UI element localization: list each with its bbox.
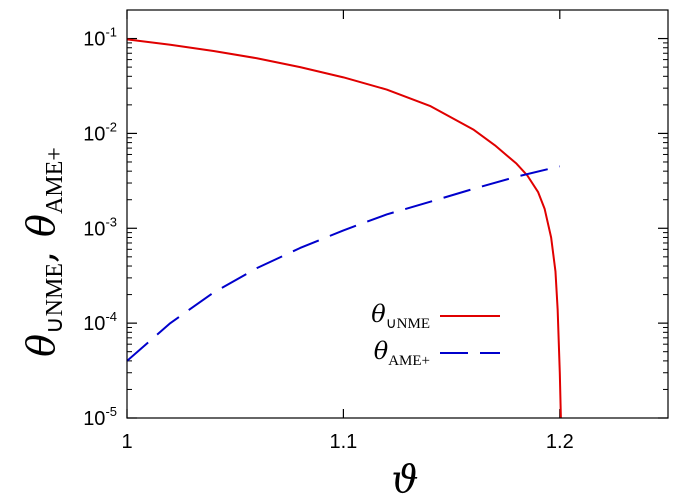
y-tick-label-base-4: 10	[83, 408, 105, 430]
x-axis-title: ϑ	[391, 457, 418, 498]
legend-label-ame: θAME+	[374, 337, 430, 369]
y-tick-label-2: 10-3	[83, 214, 117, 240]
legend-label-ame-sub: AME+	[388, 353, 430, 369]
y-axis-title: θ∪NME,θAME+	[19, 147, 68, 357]
y-tick-label-exp-3: -4	[105, 309, 117, 324]
legend-label-unme-symbol: θ	[371, 300, 386, 328]
y-tick-label-0: 10-1	[83, 25, 117, 51]
y-tick-label-base-0: 10	[83, 29, 105, 51]
y-axis-title-symbol-1: θ	[19, 334, 63, 357]
y-axis-title-sub-2: AME+	[42, 147, 68, 214]
y-tick-label-exp-2: -3	[105, 214, 117, 229]
y-tick-label-4: 10-5	[83, 404, 117, 430]
y-tick-label-base-3: 10	[83, 313, 105, 335]
y-axis-title-sub-1: ∪NME	[42, 263, 68, 334]
x-tick-label-1: 1.1	[329, 431, 357, 453]
y-tick-label-exp-1: -2	[105, 119, 117, 134]
y-tick-label-base-2: 10	[83, 218, 105, 240]
legend: θ∪NME θAME+	[371, 300, 500, 369]
legend-label-ame-symbol: θ	[374, 337, 389, 365]
y-tick-label-exp-4: -5	[105, 404, 117, 419]
y-tick-label-3: 10-4	[83, 309, 117, 335]
y-tick-label-base-1: 10	[83, 123, 105, 145]
y-axis-title-separator: ,	[19, 251, 63, 263]
x-tick-label-0: 1	[121, 431, 132, 453]
series-line-0	[126, 38, 562, 419]
y-tick-label-exp-0: -1	[105, 25, 117, 40]
legend-label-unme-sub: ∪NME	[386, 316, 430, 332]
y-tick-label-1: 10-2	[83, 119, 117, 145]
legend-label-unme: θ∪NME	[371, 300, 430, 332]
ticks-layer: 1 1.1 1.210-110-210-310-410-5	[83, 9, 668, 453]
y-axis-title-symbol-2: θ	[19, 214, 63, 237]
series-line-1	[126, 165, 561, 362]
series-layer	[126, 38, 562, 419]
plot-frame	[126, 9, 669, 419]
x-tick-label-2: 1.2	[546, 431, 574, 453]
